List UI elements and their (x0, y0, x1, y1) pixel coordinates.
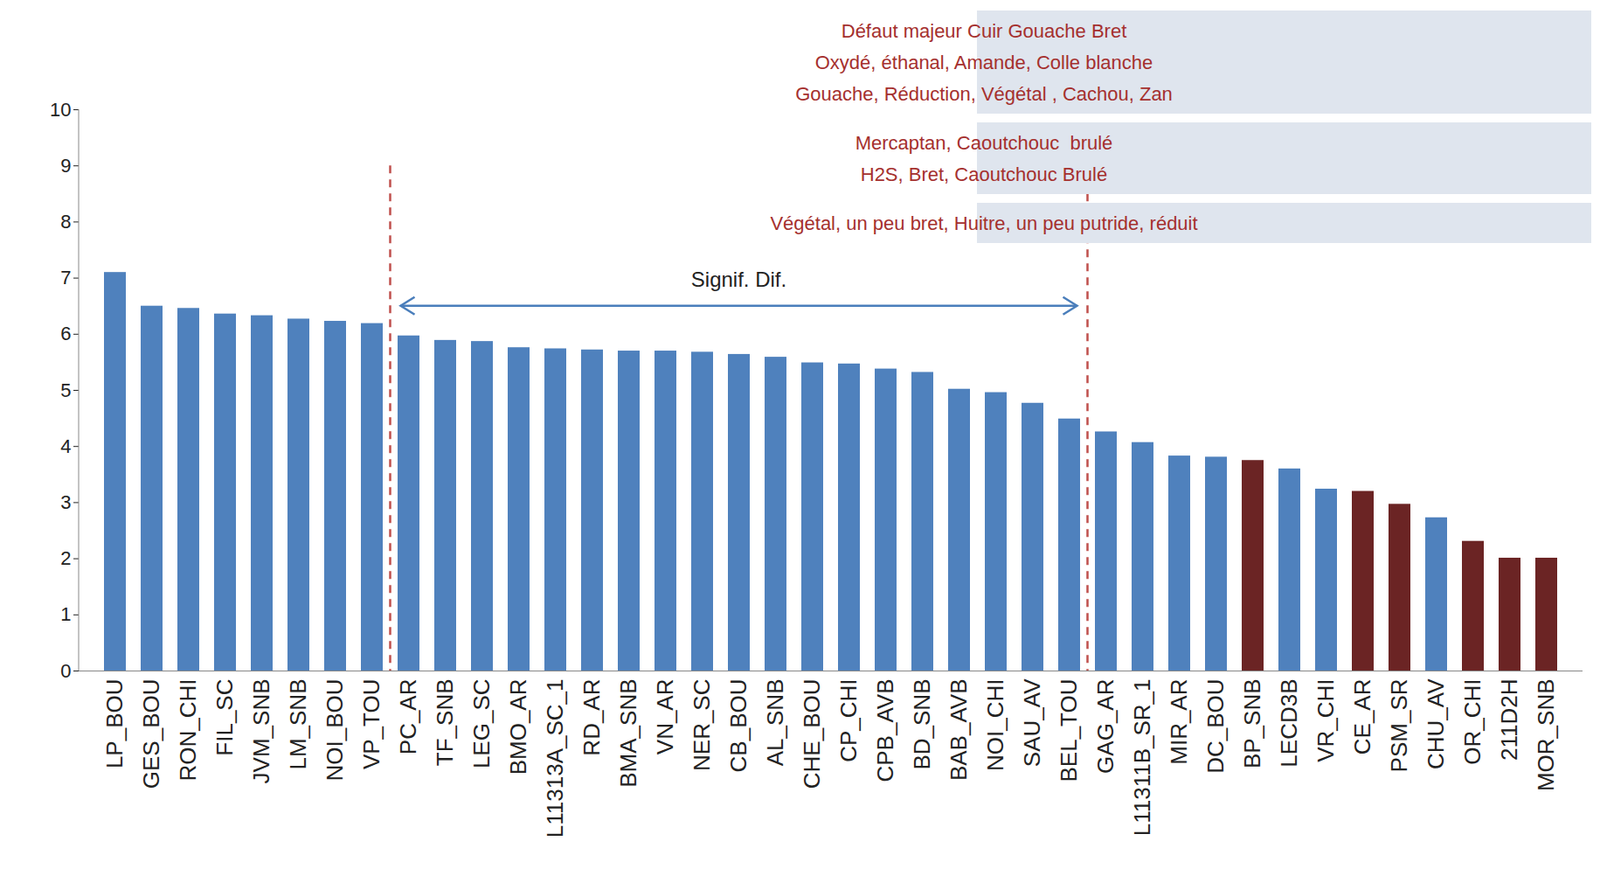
svg-text:PC_AR: PC_AR (394, 678, 422, 755)
svg-text:Mercaptan, Caoutchouc brulé: Mercaptan, Caoutchouc brulé (855, 131, 1114, 154)
svg-text:8: 8 (60, 210, 71, 233)
svg-text:BMO_AR: BMO_AR (505, 678, 532, 776)
svg-text:CHU_AV: CHU_AV (1422, 678, 1449, 769)
svg-text:VP_TOU: VP_TOU (358, 678, 385, 770)
svg-text:RON_CHI: RON_CHI (174, 678, 201, 782)
svg-text:211D2H: 211D2H (1496, 678, 1523, 761)
svg-text:CPB_AVB: CPB_AVB (872, 678, 899, 783)
svg-text:Signif. Dif.: Signif. Dif. (691, 267, 787, 291)
svg-text:LEG_SC: LEG_SC (468, 678, 495, 769)
svg-text:BMA_SNB: BMA_SNB (615, 678, 642, 788)
svg-text:BEL_TOU: BEL_TOU (1055, 678, 1082, 783)
svg-text:3: 3 (60, 491, 71, 513)
svg-text:Défaut majeur Cuir Gouache Bre: Défaut majeur Cuir Gouache Bret (841, 20, 1128, 42)
svg-text:LECD3B: LECD3B (1275, 678, 1303, 768)
svg-text:LM_SNB: LM_SNB (284, 678, 312, 770)
svg-text:VR_CHI: VR_CHI (1312, 678, 1339, 762)
svg-text:BAB_AVB: BAB_AVB (945, 678, 972, 782)
svg-text:NOI_CHI: NOI_CHI (982, 678, 1009, 771)
svg-text:Gouache, Réduction, Végétal ,: Gouache, Réduction, Végétal , Cachou, Za… (795, 83, 1173, 105)
svg-text:1: 1 (60, 602, 71, 625)
svg-text:FIL_SC: FIL_SC (211, 678, 238, 756)
svg-text:VN_AR: VN_AR (651, 678, 679, 755)
svg-text:4: 4 (60, 435, 71, 458)
svg-text:TF_SNB: TF_SNB (431, 678, 458, 767)
svg-text:GAG_AR: GAG_AR (1092, 678, 1119, 774)
svg-text:L11311B_SR_1: L11311B_SR_1 (1129, 678, 1156, 837)
svg-text:Végétal, un peu bret, Huitre,: Végétal, un peu bret, Huitre, un peu put… (769, 212, 1198, 235)
svg-text:PSM_SR: PSM_SR (1385, 678, 1413, 773)
svg-text:OR_CHI: OR_CHI (1459, 678, 1486, 765)
svg-text:AL_SNB: AL_SNB (761, 678, 789, 767)
svg-text:9: 9 (60, 154, 71, 177)
svg-text:NER_SC: NER_SC (688, 678, 715, 771)
svg-text:DC_BOU: DC_BOU (1202, 678, 1229, 774)
svg-text:5: 5 (60, 379, 71, 402)
svg-text:2: 2 (60, 547, 71, 569)
svg-text:0: 0 (60, 659, 71, 682)
svg-text:CHE_BOU: CHE_BOU (798, 678, 825, 790)
svg-text:NOI_BOU: NOI_BOU (321, 678, 348, 782)
svg-text:LP_BOU: LP_BOU (101, 678, 128, 769)
svg-text:GES_BOU: GES_BOU (138, 678, 165, 790)
svg-text:7: 7 (60, 266, 71, 289)
svg-text:SAU_AV: SAU_AV (1018, 678, 1046, 767)
svg-text:CP_CHI: CP_CHI (835, 678, 862, 762)
svg-text:BD_SNB: BD_SNB (908, 678, 936, 770)
svg-text:CE_AR: CE_AR (1349, 678, 1376, 755)
svg-text:CB_BOU: CB_BOU (725, 678, 752, 773)
svg-text:Oxydé, éthanal, Amande, Colle: Oxydé, éthanal, Amande, Colle blanche (815, 51, 1153, 74)
svg-text:L11313A_SC_1: L11313A_SC_1 (541, 678, 568, 839)
svg-text:BP_SNB: BP_SNB (1239, 678, 1266, 769)
svg-text:6: 6 (60, 322, 71, 345)
svg-text:10: 10 (49, 98, 71, 121)
svg-text:RD_AR: RD_AR (578, 678, 605, 756)
svg-text:JVM_SNB: JVM_SNB (248, 678, 275, 784)
svg-text:H2S, Bret, Caoutchouc Brulé: H2S, Bret, Caoutchouc Brulé (860, 163, 1108, 186)
svg-text:MIR_AR: MIR_AR (1165, 678, 1192, 765)
svg-text:MOR_SNB: MOR_SNB (1532, 678, 1559, 792)
